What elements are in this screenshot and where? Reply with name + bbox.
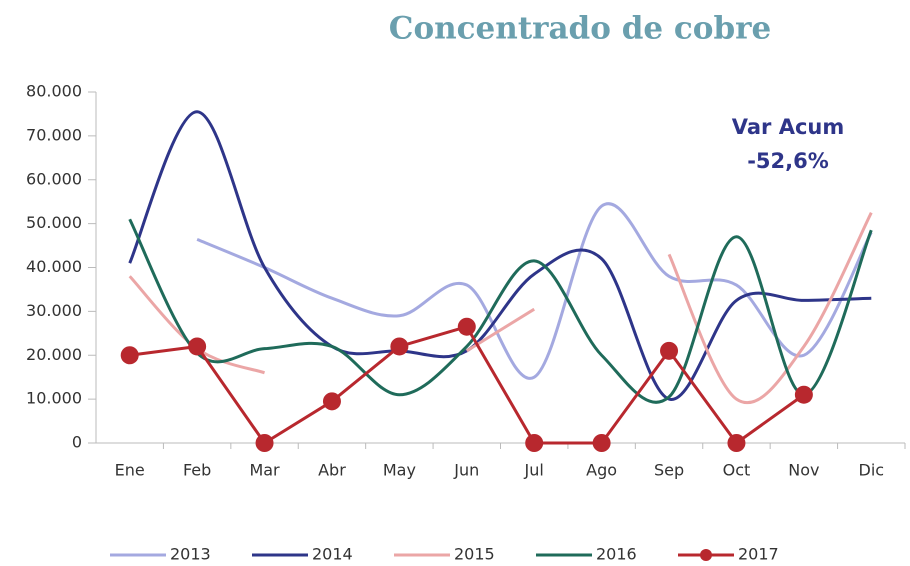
y-tick-label: 60.000 <box>26 169 82 188</box>
x-tick-label: Dic <box>859 461 885 480</box>
series-line <box>128 218 873 404</box>
y-tick-label: 0 <box>72 433 82 452</box>
series-marker <box>322 392 341 411</box>
series-line <box>129 325 805 445</box>
series-marker <box>255 434 274 452</box>
series-marker <box>120 346 139 365</box>
series-marker <box>727 434 746 452</box>
series-marker <box>457 317 476 336</box>
series-marker <box>390 337 409 356</box>
y-tick-label: 80.000 <box>26 82 82 101</box>
legend-marker <box>700 549 712 561</box>
y-tick-label: 10.000 <box>26 389 82 408</box>
series-line <box>196 202 873 380</box>
legend-label: 2017 <box>738 545 779 564</box>
legend-label: 2015 <box>454 545 495 564</box>
x-tick-label: Ene <box>115 461 145 480</box>
x-tick-label: Jun <box>453 461 479 480</box>
x-tick-label: Mar <box>249 461 280 480</box>
x-tick-label: Ago <box>586 461 617 480</box>
y-tick-label: 30.000 <box>26 301 82 320</box>
x-tick-label: Abr <box>318 461 346 480</box>
chart-title: Concentrado de cobre <box>389 11 771 47</box>
x-tick-label: Sep <box>654 461 684 480</box>
x-tick-label: Oct <box>723 461 751 480</box>
series-line <box>128 211 873 405</box>
y-tick-label: 50.000 <box>26 213 82 232</box>
x-tick-label: Jul <box>524 461 544 480</box>
y-tick-label: 70.000 <box>26 125 82 144</box>
series-marker <box>592 434 611 452</box>
x-tick-label: May <box>383 461 416 480</box>
series-marker <box>525 434 544 452</box>
y-tick-label: 20.000 <box>26 345 82 364</box>
y-tick-label: 40.000 <box>26 257 82 276</box>
series-marker <box>660 341 679 360</box>
series-marker <box>794 385 813 404</box>
legend-label: 2016 <box>596 545 637 564</box>
legend-label: 2013 <box>170 545 211 564</box>
annotation: -52,6% <box>747 149 829 173</box>
series-marker <box>188 337 207 356</box>
legend-label: 2014 <box>312 545 353 564</box>
x-tick-label: Nov <box>788 461 819 480</box>
annotation: Var Acum <box>732 115 844 139</box>
series-line <box>128 110 872 401</box>
x-tick-label: Feb <box>183 461 211 480</box>
